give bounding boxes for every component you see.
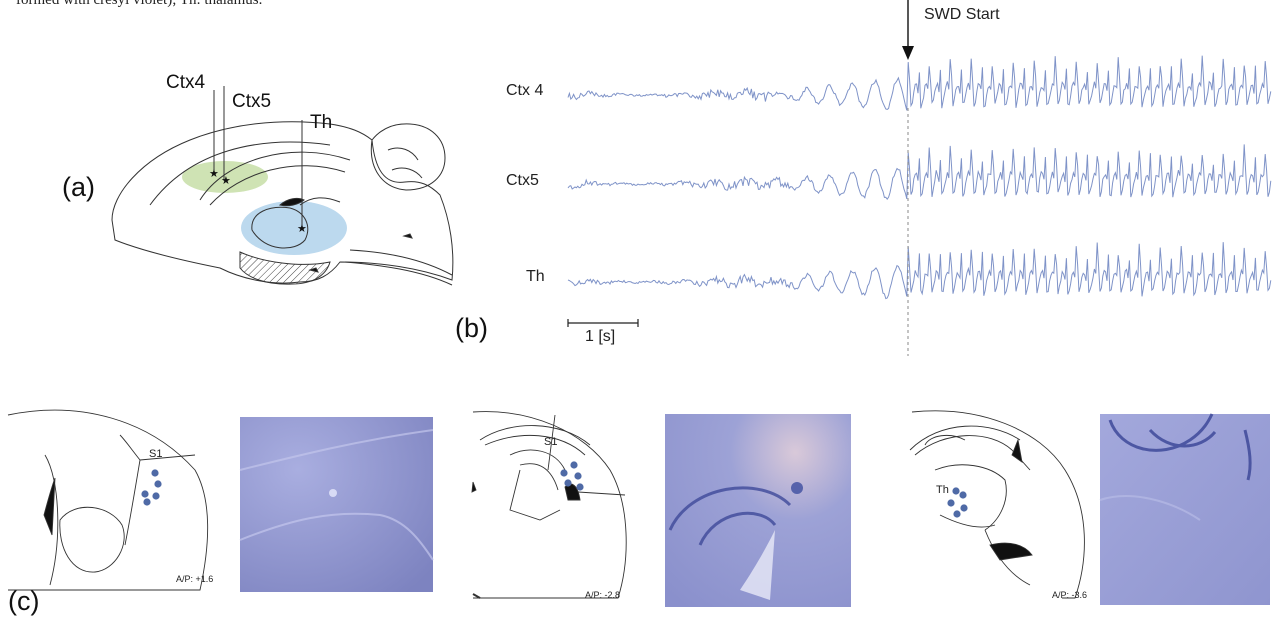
coronal-section-icon: [471, 411, 627, 599]
probe-label-ctx4: Ctx4: [166, 72, 206, 93]
trace-ctx5: [567, 144, 1272, 201]
lfp-traces: [567, 55, 1272, 300]
scale-bar: [567, 319, 639, 327]
svg-text:★: ★: [297, 222, 307, 235]
panel-c-label: (c): [8, 586, 40, 616]
coronal-section-icon: [7, 409, 209, 591]
ap-label-c: A/P: -3.6: [1052, 590, 1088, 600]
cortex-highlight: [182, 161, 268, 193]
electrode-tip-stars: ★ ★ ★: [209, 167, 307, 235]
ap-label-b: A/P: -2.8: [585, 590, 621, 600]
ap-label-a: A/P: +1.6: [176, 574, 214, 584]
probe-label-th: Th: [310, 112, 333, 133]
region-label-th: Th: [936, 484, 949, 496]
event-marker-label: SWD Start: [924, 6, 1000, 23]
electrode-dots-s1-a: [141, 469, 162, 506]
region-label-s1-b: S1: [544, 436, 558, 448]
panel-b-label: (b): [455, 313, 488, 343]
svg-text:★: ★: [221, 174, 231, 187]
probe-label-ctx5: Ctx5: [232, 91, 272, 112]
coronal-section-icon: [909, 410, 1085, 599]
trace-label-ctx4: Ctx 4: [506, 82, 544, 99]
sagittal-brain-icon: [111, 121, 454, 286]
svg-text:★: ★: [209, 167, 219, 180]
caption-fragment: formed with cresyl violet); Th: thalamus…: [16, 0, 263, 8]
trace-label-th: Th: [526, 268, 545, 285]
electrode-dots-th: [947, 487, 968, 518]
panel-a-label: (a): [62, 172, 95, 202]
nissl-photo-1: [240, 417, 433, 592]
swd-start-arrow-icon: [902, 0, 914, 60]
scale-bar-label: 1 [s]: [585, 328, 616, 345]
trace-label-ctx5: Ctx5: [506, 172, 539, 189]
trace-th: [567, 242, 1272, 300]
thalamus-highlight: [241, 201, 347, 255]
electrode-dots-s1-b: [560, 461, 584, 491]
trace-ctx4: [567, 55, 1272, 111]
probe-lines: [213, 86, 303, 228]
region-label-s1-a: S1: [149, 448, 163, 460]
